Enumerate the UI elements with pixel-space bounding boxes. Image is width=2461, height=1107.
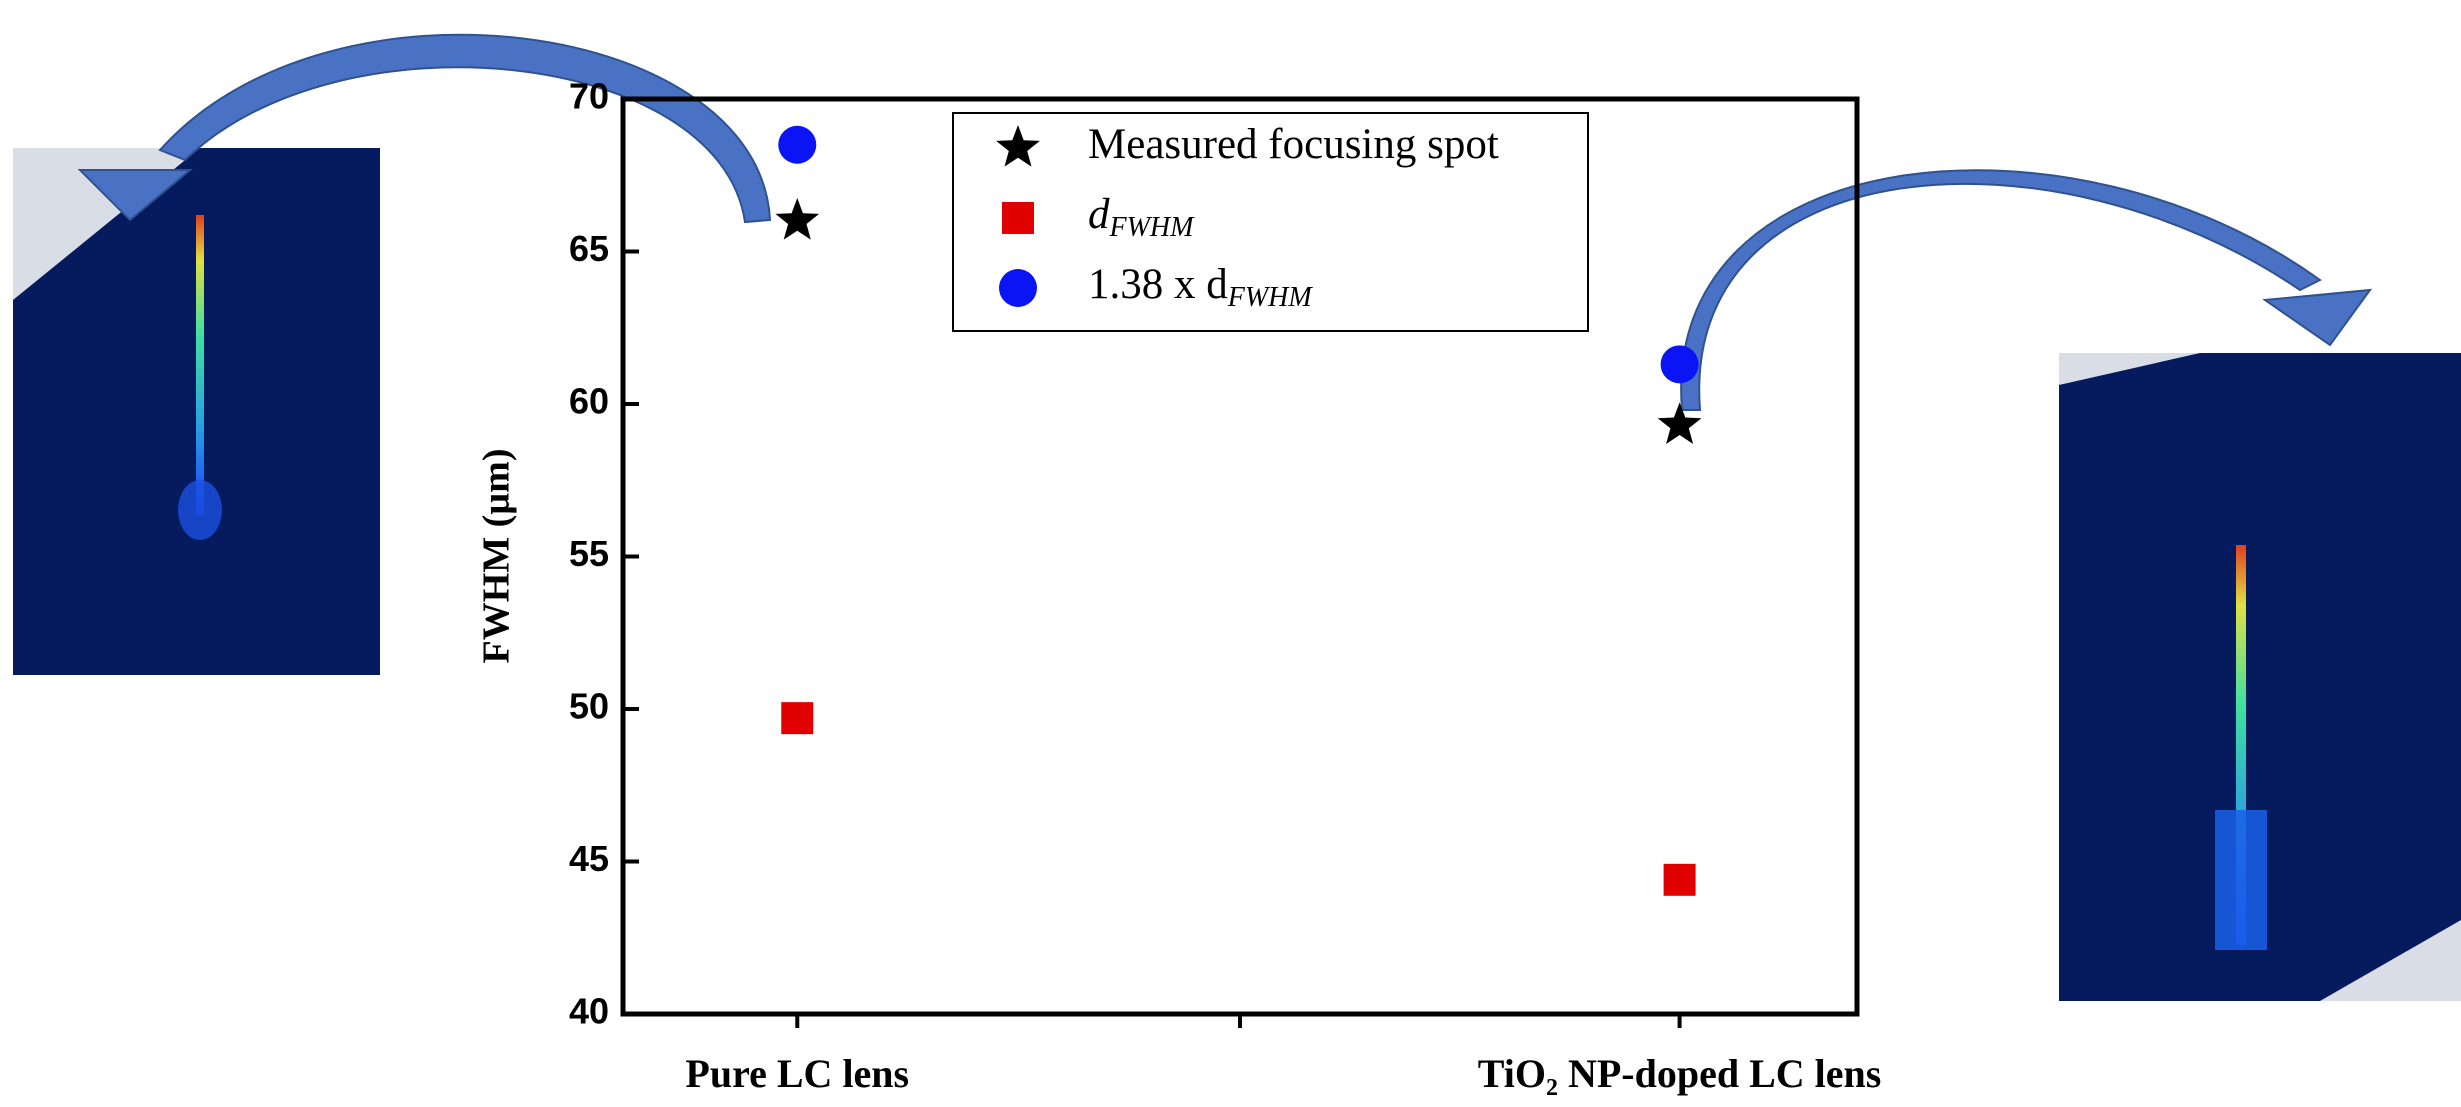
- x-tick-label: Pure LC lens: [685, 1051, 909, 1096]
- square-marker: [781, 702, 813, 734]
- left-inset: [13, 148, 380, 675]
- y-tick-label: 55: [569, 533, 609, 574]
- circle-marker: [778, 126, 816, 164]
- circle-marker: [999, 269, 1037, 307]
- y-axis-label: FWHM (µm): [476, 449, 518, 664]
- y-tick-label: 60: [569, 381, 609, 422]
- legend-name: 1.38 x d: [1088, 261, 1228, 308]
- right-inset: [2059, 353, 2461, 1001]
- legend-subscript: FWHM: [1227, 282, 1314, 313]
- circle-marker: [1661, 345, 1699, 383]
- y-tick-label: 50: [569, 686, 609, 727]
- legend-label: Measured focusing spot: [1088, 121, 1499, 168]
- y-tick-label: 65: [569, 228, 609, 269]
- x-tick-label: TiO₂ NP-doped LC lens: [1478, 1051, 1882, 1096]
- legend-name: d: [1088, 191, 1110, 238]
- chart: FWHM (µm) Measured focusing spotdFWHM1.3…: [0, 0, 2461, 1107]
- star-marker: [775, 198, 819, 240]
- y-tick-label: 40: [569, 991, 609, 1032]
- legend-subscript: FWHM: [1109, 212, 1196, 243]
- square-marker: [1002, 202, 1034, 234]
- y-tick-label: 45: [569, 838, 609, 879]
- legend-name: Measured focusing spot: [1088, 121, 1499, 168]
- square-marker: [1664, 864, 1696, 896]
- y-tick-label: 70: [569, 76, 609, 117]
